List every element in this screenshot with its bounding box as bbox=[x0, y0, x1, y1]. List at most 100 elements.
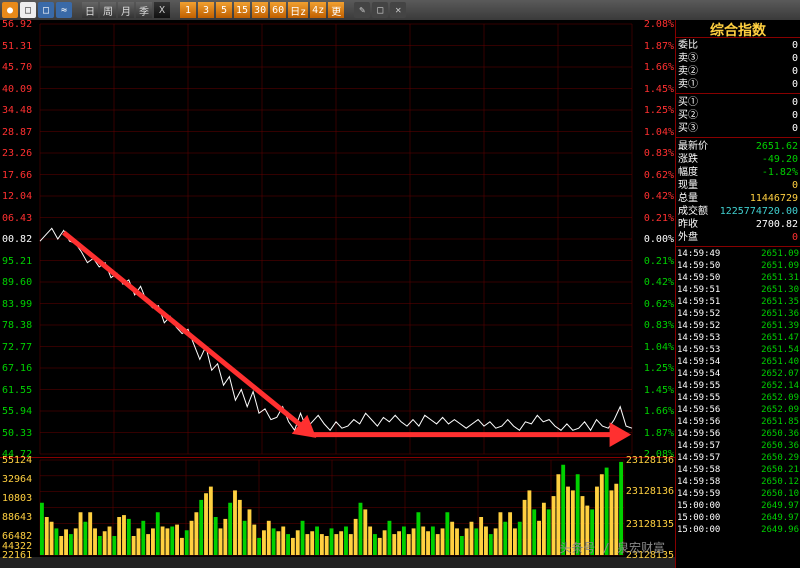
trade-price: 2650.21 bbox=[761, 464, 799, 476]
trade-price: 2650.10 bbox=[761, 488, 799, 500]
y-left-label: 00.82 bbox=[2, 234, 42, 245]
y-left-label: 72.77 bbox=[2, 342, 42, 353]
toolbar-icon[interactable]: □ bbox=[38, 2, 54, 18]
interval-5[interactable]: 5 bbox=[216, 2, 232, 18]
y-right-label: 1.45% bbox=[634, 84, 674, 95]
time-trades: 14:59:492651.0914:59:50 2651.0914:59:5026… bbox=[676, 248, 800, 536]
trade-time: 15:00:00 bbox=[677, 512, 720, 524]
trade-price: 2652.14 bbox=[761, 380, 799, 392]
toolbar-icon[interactable]: ≈ bbox=[56, 2, 72, 18]
trade-price: 2650.36 bbox=[761, 440, 799, 452]
field-key: 卖③ bbox=[678, 52, 698, 65]
time-axis bbox=[0, 557, 675, 568]
trade-price: 2650.12 bbox=[761, 476, 799, 488]
interval-30[interactable]: 30 bbox=[252, 2, 268, 18]
field-value: -1.82% bbox=[762, 166, 798, 179]
trade-price: 2651.36 bbox=[761, 308, 799, 320]
y-left-label: 61.55 bbox=[2, 385, 42, 396]
side-row: 总量11446729 bbox=[678, 192, 798, 205]
trade-price: 2650.29 bbox=[761, 452, 799, 464]
field-value: 0 bbox=[792, 78, 798, 91]
y-left-label: 50.33 bbox=[2, 428, 42, 439]
period-week[interactable]: 周 bbox=[100, 2, 116, 18]
y-left-label: 55.94 bbox=[2, 406, 42, 417]
ask-rows: 委比0卖③0卖②0卖①0 bbox=[676, 38, 800, 92]
interval-dz[interactable]: 日z bbox=[288, 2, 308, 18]
y-left-label: 83.99 bbox=[2, 299, 42, 310]
trade-row: 15:00:002649.96 bbox=[676, 524, 800, 536]
trade-time: 14:59:51 bbox=[677, 284, 720, 296]
trade-time: 14:59:55 bbox=[677, 380, 720, 392]
trade-row: 14:59:502651.31 bbox=[676, 272, 800, 284]
trade-time: 14:59:50 bbox=[677, 260, 720, 272]
main: 56.9251.3145.7040.0934.4828.8723.2617.66… bbox=[0, 20, 800, 568]
side-title: 综合指数 bbox=[676, 20, 800, 38]
close-icon[interactable]: ✕ bbox=[390, 2, 406, 18]
toolbar-icon[interactable]: ● bbox=[2, 2, 18, 18]
side-row: 买③0 bbox=[678, 122, 798, 135]
period-day[interactable]: 日 bbox=[82, 2, 98, 18]
side-row: 卖③0 bbox=[678, 52, 798, 65]
y-right-label: 0.83% bbox=[634, 148, 674, 159]
trade-time: 14:59:49 bbox=[677, 248, 720, 260]
interval-4z[interactable]: 4z bbox=[310, 2, 326, 18]
trade-row: 15:00:002649.97 bbox=[676, 500, 800, 512]
interval-more[interactable]: 更 bbox=[328, 2, 344, 18]
trade-row: 14:59:582650.21 bbox=[676, 464, 800, 476]
interval-60[interactable]: 60 bbox=[270, 2, 286, 18]
y-right-label: 2.08% bbox=[634, 19, 674, 30]
field-key: 昨收 bbox=[678, 218, 698, 231]
side-row: 外盘0 bbox=[678, 231, 798, 244]
box-icon[interactable]: □ bbox=[372, 2, 388, 18]
toolbar-icon[interactable]: □ bbox=[20, 2, 36, 18]
y-right-label: 1.45% bbox=[634, 385, 674, 396]
field-key: 卖① bbox=[678, 78, 698, 91]
trade-row: 14:59:55 2652.14 bbox=[676, 380, 800, 392]
field-value: 0 bbox=[792, 231, 798, 244]
side-row: 幅度 -1.82% bbox=[678, 166, 798, 179]
y-right-label: 0.62% bbox=[634, 170, 674, 181]
side-row: 成交额1225774720.00 bbox=[678, 205, 798, 218]
trade-time: 15:00:00 bbox=[677, 500, 720, 512]
trade-price: 2651.35 bbox=[761, 296, 799, 308]
field-key: 幅度 bbox=[678, 166, 698, 179]
trade-row: 14:59:582650.12 bbox=[676, 476, 800, 488]
interval-1[interactable]: 1 bbox=[180, 2, 196, 18]
trade-row: 14:59:552652.09 bbox=[676, 392, 800, 404]
trade-row: 14:59:532651.54 bbox=[676, 344, 800, 356]
trade-price: 2649.96 bbox=[761, 524, 799, 536]
edit-icon[interactable]: ✎ bbox=[354, 2, 370, 18]
trade-time: 14:59:52 bbox=[677, 320, 720, 332]
trade-row: 14:59:512651.35 bbox=[676, 296, 800, 308]
trade-price: 2651.54 bbox=[761, 344, 799, 356]
side-row: 买①0 bbox=[678, 96, 798, 109]
trade-price: 2651.09 bbox=[761, 260, 799, 272]
period-month[interactable]: 月 bbox=[118, 2, 134, 18]
side-row: 现量0 bbox=[678, 179, 798, 192]
side-panel: 综合指数 委比0卖③0卖②0卖①0 买①0买②0买③0 最新价2651.62涨跌… bbox=[676, 20, 800, 568]
field-key: 卖② bbox=[678, 65, 698, 78]
period-quarter[interactable]: 季 bbox=[136, 2, 152, 18]
trade-time: 14:59:55 bbox=[677, 392, 720, 404]
y-left-label: 23.26 bbox=[2, 148, 42, 159]
field-value: 1225774720.00 bbox=[720, 205, 798, 218]
trade-row: 14:59:572650.29 bbox=[676, 452, 800, 464]
trade-row: 14:59:492651.09 bbox=[676, 248, 800, 260]
vol-left-label: 88643 bbox=[2, 512, 42, 523]
price-chart[interactable]: 56.9251.3145.7040.0934.4828.8723.2617.66… bbox=[0, 20, 676, 458]
interval-3[interactable]: 3 bbox=[198, 2, 214, 18]
y-right-label: 1.25% bbox=[634, 105, 674, 116]
y-right-label: 1.04% bbox=[634, 127, 674, 138]
trade-time: 14:59:54 bbox=[677, 368, 720, 380]
field-key: 买② bbox=[678, 109, 698, 122]
period-x[interactable]: X bbox=[154, 2, 170, 18]
trade-price: 2651.31 bbox=[761, 272, 799, 284]
field-value: 2651.62 bbox=[756, 140, 798, 153]
vol-right-label: 23128136 bbox=[624, 455, 674, 466]
y-left-label: 06.43 bbox=[2, 213, 42, 224]
trade-time: 14:59:57 bbox=[677, 440, 720, 452]
interval-15[interactable]: 15 bbox=[234, 2, 250, 18]
trade-row: 15:00:002649.97 bbox=[676, 512, 800, 524]
y-right-label: 0.83% bbox=[634, 320, 674, 331]
trade-price: 2651.47 bbox=[761, 332, 799, 344]
